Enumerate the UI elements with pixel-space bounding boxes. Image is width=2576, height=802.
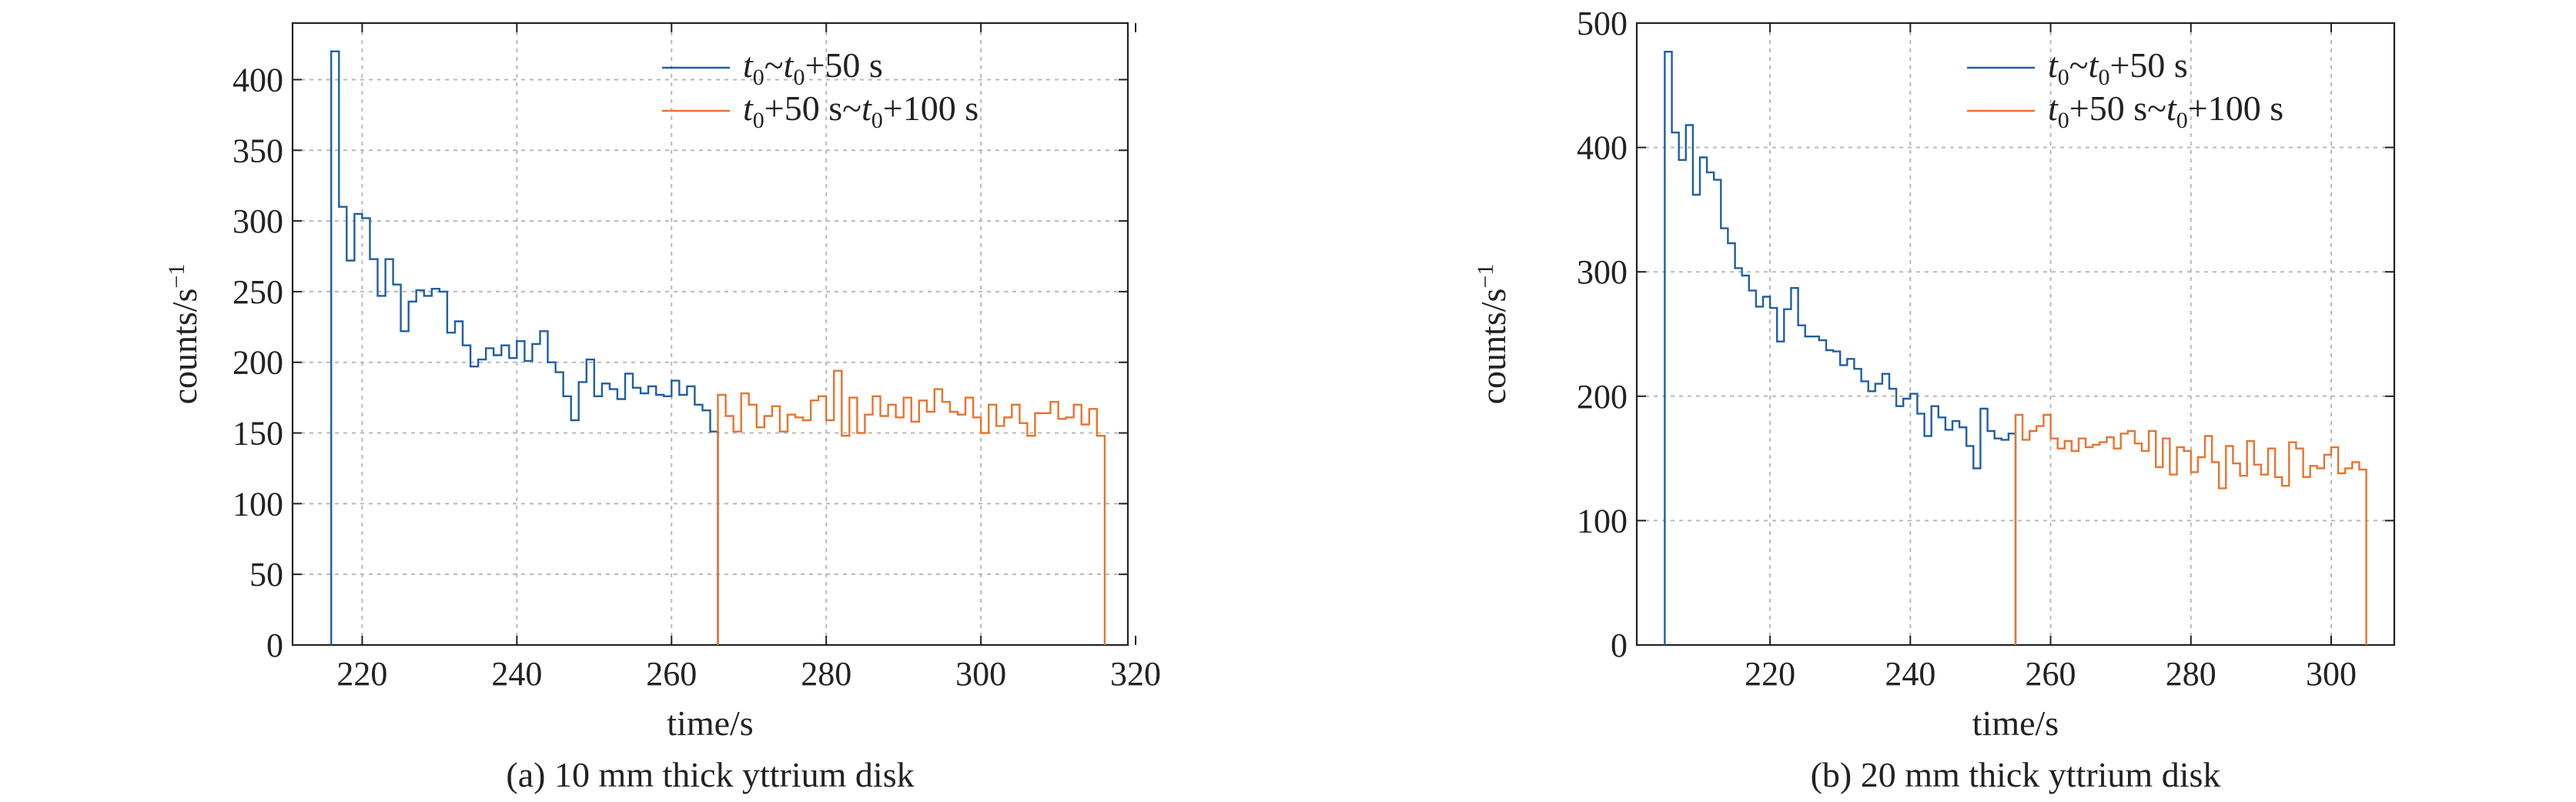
y-axis-label-base-a: counts/s (165, 289, 204, 405)
x-tick-label-b-280: 280 (2166, 655, 2216, 693)
y-tick-label-b-0: 0 (1611, 627, 1628, 664)
legend-label-b-2: t0+50 s~t0+100 s (2048, 89, 2283, 133)
grid-lines-b (1637, 23, 2394, 645)
x-axis-label-a: time/s (667, 703, 753, 743)
series-group-a (330, 50, 1106, 645)
y-tick-label-b-300: 300 (1577, 253, 1628, 291)
y-tick-label-a-400: 400 (233, 61, 283, 99)
ticks-a: 220 240 260 280 300 320 0 50 100 150 200 250 300 350 4… (233, 23, 1161, 693)
series-a-2 (717, 369, 1106, 645)
x-tick-label-a-320: 320 (1110, 655, 1161, 693)
x-tick-label-a-220: 220 (336, 655, 387, 693)
panel-b: 220 240 260 280 300 0 100 200 300 400 500 t0~t0+50… (1473, 5, 2396, 794)
y-tick-label-a-350: 350 (233, 132, 283, 169)
series-a-1 (330, 50, 719, 645)
x-axis-label-b: time/s (1972, 703, 2059, 743)
panel-a: 220 240 260 280 300 320 0 50 100 150 200 250 300 350 4… (164, 22, 1161, 794)
y-tick-label-a-100: 100 (233, 485, 283, 523)
x-tick-label-a-280: 280 (801, 655, 851, 693)
x-tick-label-a-240: 240 (491, 655, 542, 693)
x-tick-label-b-240: 240 (1885, 655, 1935, 693)
ticks-b: 220 240 260 280 300 0 100 200 300 400 500 (1577, 5, 2394, 693)
y-axis-label-a: counts/s−1 (164, 264, 205, 405)
legend-a: t0~t0+50 st0+50 s~t0+100 s (662, 45, 979, 133)
y-axis-label-b: counts/s−1 (1473, 264, 1514, 405)
y-axis-label-base-b: counts/s (1474, 289, 1513, 405)
x-tick-label-b-220: 220 (1745, 655, 1795, 693)
y-tick-label-b-500: 500 (1577, 5, 1628, 42)
y-tick-label-a-300: 300 (233, 202, 283, 240)
y-axis-label-sup-b: −1 (1473, 264, 1498, 289)
x-tick-label-b-300: 300 (2306, 655, 2357, 693)
y-tick-label-b-100: 100 (1577, 502, 1628, 540)
y-tick-label-a-200: 200 (233, 344, 283, 382)
y-axis-label-sup-a: −1 (164, 264, 189, 289)
y-tick-label-b-400: 400 (1577, 129, 1628, 167)
x-tick-label-a-300: 300 (955, 655, 1006, 693)
x-tick-label-a-260: 260 (646, 655, 697, 693)
legend-label-a-2: t0+50 s~t0+100 s (743, 89, 979, 133)
y-tick-label-a-250: 250 (233, 273, 283, 311)
series-b-2 (2014, 413, 2367, 645)
plot-frame-a (291, 22, 1129, 647)
x-tick-label-b-260: 260 (2026, 655, 2076, 693)
y-tick-label-a-0: 0 (266, 627, 283, 664)
y-tick-label-a-150: 150 (233, 415, 283, 453)
caption-b: (b) 20 mm thick yttrium disk (1811, 755, 2221, 794)
legend-b: t0~t0+50 st0+50 s~t0+100 s (1967, 45, 2283, 133)
y-tick-label-b-200: 200 (1577, 378, 1628, 416)
caption-a: (a) 10 mm thick yttrium disk (506, 755, 914, 794)
legend-label-a-1: t0~t0+50 s (743, 45, 883, 90)
y-tick-label-a-50: 50 (249, 556, 283, 593)
series-group-b (1664, 51, 2367, 645)
legend-label-b-1: t0~t0+50 s (2048, 45, 2188, 90)
series-b-1 (1664, 51, 2017, 645)
grid-lines-a (293, 23, 1128, 645)
